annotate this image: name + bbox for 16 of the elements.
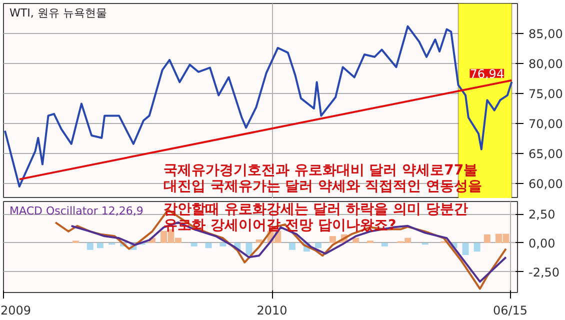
x-tick-label: 2009 bbox=[0, 304, 32, 318]
y-tick-label: 65,00 bbox=[528, 147, 563, 161]
y-tick-label: 60,00 bbox=[528, 177, 563, 191]
y-tick-label: 0,00 bbox=[528, 236, 556, 250]
y-tick-label: 80,00 bbox=[528, 57, 563, 71]
y-tick-label: 85,00 bbox=[528, 27, 563, 41]
chart-title: WTI, 원유 뉴욕현물 bbox=[10, 6, 107, 20]
y-tick-label: 70,00 bbox=[528, 117, 563, 131]
x-tick-label: 2010 bbox=[256, 304, 288, 318]
annotation: 76,94 bbox=[470, 66, 504, 81]
y-tick-label: 2,50 bbox=[528, 208, 556, 222]
chart-title: MACD Oscillator 12,26,9 bbox=[10, 204, 144, 218]
x-tick-label: 06/15 bbox=[492, 304, 528, 318]
annotation: 감안할때 유로화강세는 달러 하락을 의미 당분간 bbox=[164, 202, 468, 218]
y-tick-label: 75,00 bbox=[528, 87, 563, 101]
y-tick-label: -2,50 bbox=[528, 265, 560, 280]
